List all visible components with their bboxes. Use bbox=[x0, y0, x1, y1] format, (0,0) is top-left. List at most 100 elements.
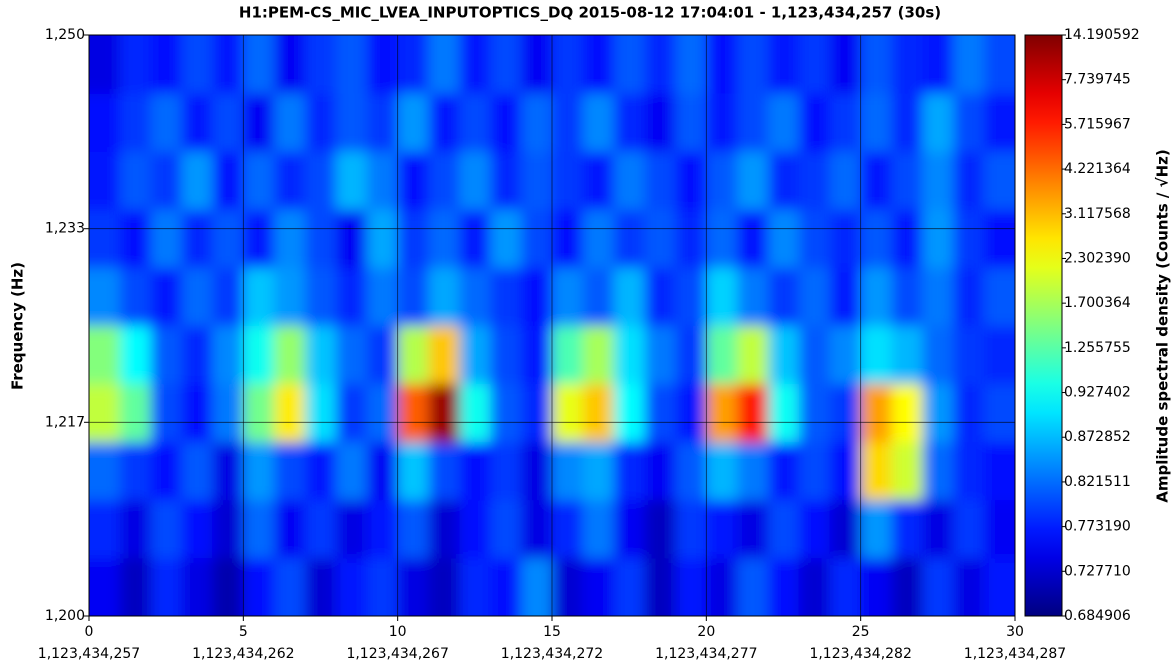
heatmap-cell bbox=[459, 209, 491, 268]
heatmap-cell bbox=[644, 499, 676, 559]
heatmap-cell bbox=[984, 151, 1015, 210]
heatmap-cell bbox=[829, 35, 862, 94]
heatmap-cell bbox=[181, 35, 213, 94]
heatmap-cell bbox=[860, 35, 893, 94]
heatmap-cell bbox=[922, 93, 954, 152]
x-tick-sublabel: 1,123,434,262 bbox=[192, 646, 294, 662]
heatmap-cell bbox=[150, 441, 183, 501]
heatmap-cell bbox=[552, 151, 584, 210]
heatmap-cell bbox=[305, 499, 337, 559]
heatmap-cell bbox=[521, 151, 553, 210]
heatmap-cell bbox=[274, 499, 306, 559]
heatmap-cell bbox=[274, 441, 306, 501]
heatmap-cell bbox=[675, 325, 707, 385]
heatmap-cell bbox=[552, 383, 584, 443]
heatmap-cell bbox=[922, 499, 954, 559]
heatmap-cell bbox=[860, 93, 893, 152]
heatmap-cell bbox=[891, 35, 923, 94]
heatmap-cell bbox=[922, 267, 954, 326]
heatmap-cell bbox=[798, 267, 831, 326]
heatmap-cell bbox=[305, 35, 337, 94]
heatmap-cell bbox=[922, 35, 954, 94]
heatmap-cell bbox=[181, 383, 213, 443]
heatmap-cell bbox=[984, 383, 1015, 443]
heatmap-cell bbox=[181, 557, 213, 616]
heatmap-cell bbox=[613, 441, 646, 501]
heatmap-cell bbox=[459, 557, 491, 616]
heatmap-cell bbox=[798, 93, 831, 152]
heatmap-cell bbox=[397, 35, 430, 94]
heatmap-cell bbox=[243, 325, 275, 385]
heatmap-cell bbox=[737, 267, 769, 326]
heatmap-cell bbox=[582, 151, 615, 210]
heatmap-cell bbox=[119, 557, 152, 616]
heatmap-cell bbox=[798, 383, 831, 443]
heatmap-cell bbox=[397, 557, 430, 616]
heatmap-cell bbox=[798, 35, 831, 94]
heatmap-cell bbox=[644, 557, 676, 616]
heatmap-cell bbox=[706, 151, 738, 210]
heatmap-cell bbox=[490, 383, 522, 443]
heatmap-cell bbox=[737, 93, 769, 152]
heatmap-cell bbox=[243, 35, 275, 94]
heatmap-cell bbox=[181, 441, 213, 501]
heatmap-cell bbox=[490, 499, 522, 559]
heatmap-cell bbox=[953, 209, 985, 268]
heatmap-cell bbox=[397, 383, 430, 443]
x-tick-sublabel: 1,123,434,277 bbox=[655, 646, 757, 662]
heatmap-cell bbox=[953, 93, 985, 152]
heatmap-cell bbox=[675, 209, 707, 268]
heatmap-cell bbox=[490, 209, 522, 268]
heatmap-cell bbox=[675, 499, 707, 559]
heatmap-cell bbox=[891, 267, 923, 326]
colorbar-tick-label: 1.700364 bbox=[1064, 295, 1131, 311]
heatmap-cell bbox=[582, 267, 615, 326]
heatmap-cell bbox=[829, 557, 862, 616]
heatmap-cell bbox=[89, 383, 121, 443]
heatmap-cell bbox=[582, 383, 615, 443]
colorbar-tick-label: 14.190592 bbox=[1064, 27, 1140, 43]
heatmap-cell bbox=[737, 151, 769, 210]
heatmap-cell bbox=[243, 93, 275, 152]
heatmap-cell bbox=[768, 35, 800, 94]
heatmap-cell bbox=[768, 383, 800, 443]
heatmap-cell bbox=[335, 499, 368, 559]
heatmap-cell bbox=[305, 325, 337, 385]
heatmap-cell bbox=[150, 267, 183, 326]
heatmap-cell bbox=[521, 209, 553, 268]
heatmap-cell bbox=[613, 267, 646, 326]
y-tick-label: 1,200 bbox=[45, 608, 85, 624]
heatmap-cell bbox=[150, 151, 183, 210]
heatmap-cell bbox=[768, 499, 800, 559]
x-tick-label: 0 bbox=[85, 624, 94, 640]
heatmap-cell bbox=[768, 93, 800, 152]
heatmap-cell bbox=[737, 499, 769, 559]
heatmap-cell bbox=[150, 93, 183, 152]
x-tick-sublabel: 1,123,434,287 bbox=[964, 646, 1066, 662]
heatmap-cell bbox=[335, 557, 368, 616]
heatmap-cell bbox=[798, 151, 831, 210]
heatmap-cell bbox=[675, 267, 707, 326]
heatmap-cell bbox=[613, 151, 646, 210]
heatmap-cell bbox=[829, 499, 862, 559]
heatmap-cell bbox=[521, 441, 553, 501]
heatmap-cell bbox=[459, 267, 491, 326]
heatmap-cell bbox=[706, 35, 738, 94]
heatmap-cell bbox=[768, 209, 800, 268]
heatmap-cell bbox=[953, 557, 985, 616]
heatmap-cell bbox=[582, 325, 615, 385]
x-tick-label: 10 bbox=[389, 624, 407, 640]
heatmap-cell bbox=[706, 441, 738, 501]
heatmap-cell bbox=[860, 151, 893, 210]
heatmap-cell bbox=[459, 441, 491, 501]
heatmap-cell bbox=[305, 209, 337, 268]
heatmap-cell bbox=[644, 93, 676, 152]
heatmap-cell bbox=[675, 441, 707, 501]
heatmap-cell bbox=[829, 151, 862, 210]
heatmap-cell bbox=[829, 267, 862, 326]
heatmap-cell bbox=[428, 267, 460, 326]
heatmap-cell bbox=[459, 93, 491, 152]
heatmap-cell bbox=[922, 325, 954, 385]
heatmap-cell bbox=[490, 557, 522, 616]
